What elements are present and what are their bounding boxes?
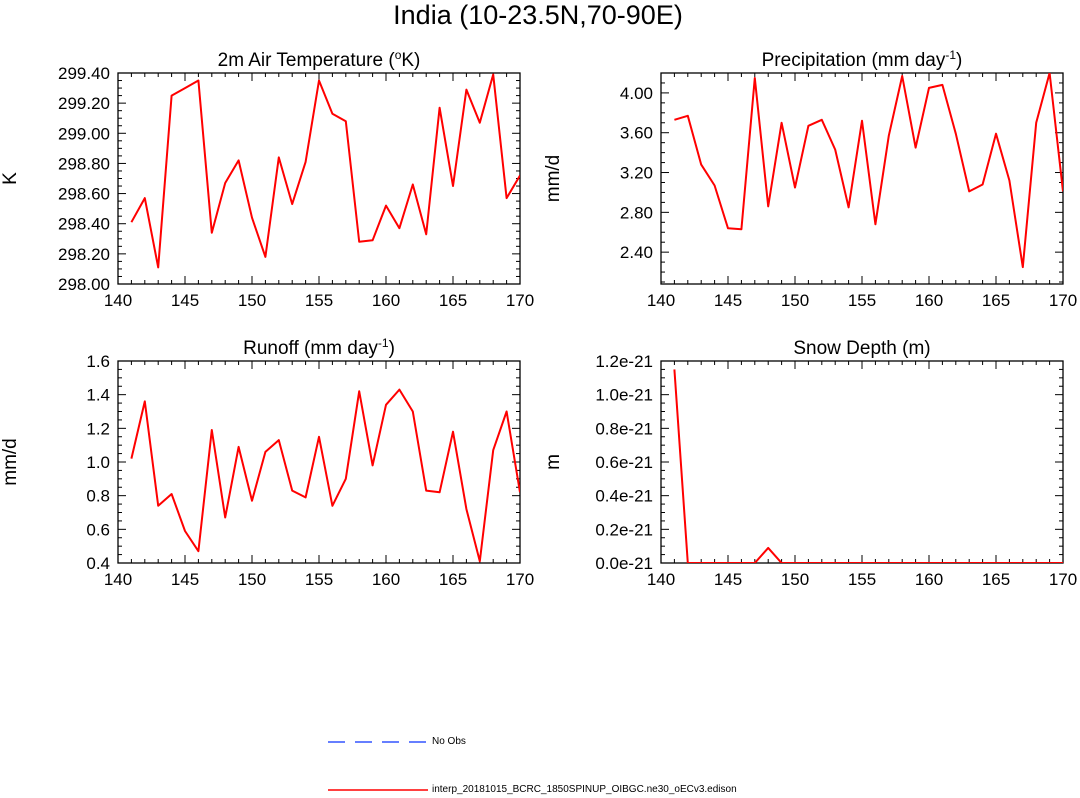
- panel-title: Snow Depth (m): [793, 338, 930, 359]
- y-tick-label: 0.8e-21: [595, 419, 653, 438]
- legend-obs-label: No Obs: [432, 736, 466, 747]
- y-tick-label: 1.0: [86, 453, 110, 472]
- y-axis-label: K: [0, 172, 21, 185]
- y-tick-label: 298.60: [58, 185, 110, 204]
- y-tick-label: 299.20: [58, 94, 110, 113]
- y-axis-label: m: [543, 454, 564, 470]
- x-tick-label: 150: [781, 570, 809, 589]
- x-tick-label: 140: [647, 291, 675, 310]
- series-line-model: [673, 369, 1063, 563]
- y-tick-label: 2.40: [620, 243, 653, 262]
- legend-model-label: interp_20181015_BCRC_1850SPINUP_OIBGC.ne…: [432, 784, 737, 795]
- panel-title: 2m Air Temperature (oK): [218, 48, 421, 71]
- chart-panel-1: Precipitation (mm day-1) mm/d 140 145 150 155…: [543, 48, 1077, 310]
- y-tick-label: 2.80: [620, 203, 653, 222]
- y-axis-label: mm/d: [0, 438, 21, 486]
- series-line-model: [130, 388, 520, 563]
- y-tick-label: 299.40: [58, 64, 110, 83]
- x-tick-label: 155: [848, 291, 876, 310]
- y-tick-label: 0.2e-21: [595, 520, 653, 539]
- x-tick-label: 165: [439, 291, 467, 310]
- y-tick-label: 0.4: [86, 554, 110, 573]
- x-tick-label: 165: [439, 570, 467, 589]
- y-tick-label: 298.40: [58, 215, 110, 234]
- y-tick-label: 1.2: [86, 419, 110, 438]
- x-tick-label: 155: [848, 570, 876, 589]
- y-tick-label: 3.60: [620, 124, 653, 143]
- x-tick-label: 140: [104, 570, 132, 589]
- y-tick-label: 0.8: [86, 487, 110, 506]
- x-tick-label: 145: [714, 291, 742, 310]
- x-tick-label: 170: [1049, 291, 1077, 310]
- y-tick-label: 299.00: [58, 124, 110, 143]
- x-tick-label: 160: [372, 570, 400, 589]
- plot-frame: [660, 72, 1064, 285]
- x-tick-label: 155: [305, 570, 333, 589]
- figure-title: India (10-23.5N,70-90E): [393, 0, 683, 30]
- y-tick-label: 1.0e-21: [595, 386, 653, 405]
- x-tick-label: 140: [104, 291, 132, 310]
- chart-panel-0: 2m Air Temperature (oK) K 140 145 150 155 160 1…: [0, 48, 534, 310]
- y-tick-label: 1.6: [86, 352, 110, 371]
- x-tick-label: 150: [781, 291, 809, 310]
- x-tick-label: 145: [714, 570, 742, 589]
- x-tick-label: 155: [305, 291, 333, 310]
- y-tick-label: 0.0e-21: [595, 554, 653, 573]
- x-tick-label: 165: [982, 291, 1010, 310]
- y-tick-label: 298.00: [58, 275, 110, 294]
- x-tick-label: 150: [238, 291, 266, 310]
- plot-frame: [117, 72, 521, 285]
- y-axis-label: mm/d: [543, 155, 564, 203]
- y-tick-label: 0.4e-21: [595, 487, 653, 506]
- x-tick-label: 140: [647, 570, 675, 589]
- x-tick-label: 170: [1049, 570, 1077, 589]
- y-tick-label: 1.2e-21: [595, 352, 653, 371]
- x-tick-label: 160: [915, 570, 943, 589]
- y-tick-label: 298.20: [58, 245, 110, 264]
- chart-panel-3: Snow Depth (m) m 140 145 150 155 160 165 170 0.0e…: [543, 338, 1077, 589]
- y-tick-label: 298.80: [58, 154, 110, 173]
- chart-panel-2: Runoff (mm day-1) mm/d 140 145 150 155 160 165 1…: [0, 336, 534, 589]
- x-tick-label: 170: [506, 570, 534, 589]
- x-tick-label: 160: [372, 291, 400, 310]
- y-tick-label: 0.6e-21: [595, 453, 653, 472]
- x-tick-label: 145: [171, 570, 199, 589]
- panel-title: Runoff (mm day-1): [243, 336, 395, 359]
- x-tick-label: 160: [915, 291, 943, 310]
- y-tick-label: 0.6: [86, 520, 110, 539]
- panels-group: 2m Air Temperature (oK) K 140 145 150 155 160 1…: [0, 48, 1077, 589]
- plot-frame: [117, 360, 521, 564]
- plot-frame: [660, 360, 1064, 564]
- series-line-model: [674, 73, 1063, 269]
- series-line-model: [130, 73, 520, 269]
- x-tick-label: 165: [982, 570, 1010, 589]
- x-tick-label: 170: [506, 291, 534, 310]
- panel-title: Precipitation (mm day-1): [762, 48, 963, 71]
- y-tick-label: 1.4: [86, 386, 110, 405]
- x-tick-label: 145: [171, 291, 199, 310]
- y-tick-label: 4.00: [620, 84, 653, 103]
- y-tick-label: 3.20: [620, 164, 653, 183]
- x-tick-label: 150: [238, 570, 266, 589]
